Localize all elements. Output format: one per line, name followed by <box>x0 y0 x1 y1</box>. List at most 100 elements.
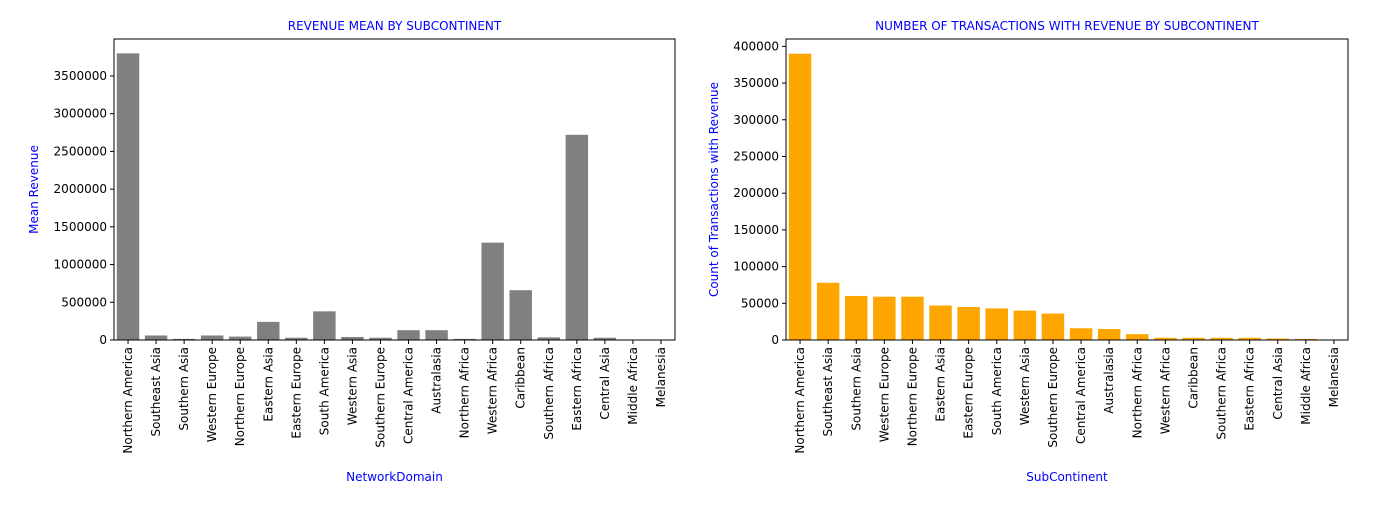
y-tick-label: 500000 <box>61 295 107 309</box>
y-tick-label: 400000 <box>733 39 779 53</box>
x-tick-label: Northern Africa <box>458 347 472 438</box>
x-tick-label: Caribbean <box>1186 347 1200 409</box>
revenue-mean-chart: REVENUE MEAN BY SUBCONTINENT NetworkDoma… <box>27 19 676 484</box>
bar <box>1154 337 1177 340</box>
x-tick-label: Northern America <box>121 347 135 454</box>
x-tick-label: Southern Europe <box>373 347 387 448</box>
bar <box>1069 328 1093 340</box>
x-tick-label: Western Africa <box>1158 347 1172 434</box>
x-tick-label: Central Asia <box>1271 347 1285 420</box>
x-tick-label: Western Europe <box>877 347 891 442</box>
x-tick-label: South America <box>990 347 1004 435</box>
x-tick-label: Western Asia <box>1018 347 1032 425</box>
y-tick-label: 50000 <box>741 296 779 310</box>
y-tick-label: 0 <box>99 333 107 347</box>
bar <box>1126 334 1149 340</box>
bar <box>369 337 392 340</box>
y-tick-label: 150000 <box>733 223 779 237</box>
y-tick-label: 3000000 <box>54 107 107 121</box>
bar <box>957 306 980 340</box>
y-tick-label: 200000 <box>733 186 779 200</box>
x-tick-label: Southern Europe <box>1046 347 1060 448</box>
bar <box>453 338 476 340</box>
plot-frame <box>785 38 1349 341</box>
bar <box>397 330 420 340</box>
x-tick-label: Central Asia <box>598 347 612 420</box>
x-tick-label: Eastern Africa <box>570 347 584 431</box>
x-tick-label: Melanesia <box>654 347 668 407</box>
bar <box>481 242 504 340</box>
bar <box>509 290 532 340</box>
bar <box>788 53 812 341</box>
bar <box>341 336 364 340</box>
x-tick-label: Eastern Africa <box>1243 347 1257 431</box>
x-tick-label: Caribbean <box>514 347 528 409</box>
y-tick-label: 0 <box>771 333 779 347</box>
y-tick-label: 1500000 <box>54 220 107 234</box>
bar <box>537 337 560 340</box>
x-tick-label: Middle Africa <box>626 347 640 425</box>
bar <box>901 296 924 340</box>
bar <box>229 336 252 340</box>
chart-title: REVENUE MEAN BY SUBCONTINENT <box>288 19 502 33</box>
x-tick-label: Northern Europe <box>905 347 919 446</box>
x-tick-label: Southern Asia <box>849 347 863 431</box>
x-tick-label: Western Africa <box>486 347 500 434</box>
plot-area: 0 500000 1000000 1500000 2000000 2500000 30000… <box>54 38 676 454</box>
bar <box>1182 337 1205 340</box>
x-tick-label: South America <box>317 347 331 435</box>
bar <box>593 337 617 340</box>
x-tick-label: Western Europe <box>205 347 219 442</box>
bar <box>1210 337 1233 340</box>
bar <box>285 337 308 340</box>
bar <box>873 296 896 340</box>
x-tick-label: Australasia <box>430 347 444 414</box>
x-tick-label: Australasia <box>1102 347 1116 414</box>
x-tick-label: Southern Africa <box>542 347 556 440</box>
y-tick-label: 350000 <box>733 76 779 90</box>
bar <box>200 335 224 340</box>
x-tick-label: Northern Europe <box>233 347 247 446</box>
chart-title: NUMBER OF TRANSACTIONS WITH REVENUE BY S… <box>875 19 1259 33</box>
bar <box>1266 338 1289 340</box>
bar <box>172 338 196 340</box>
transactions-count-chart-svg: NUMBER OF TRANSACTIONS WITH REVENUE BY S… <box>707 19 1349 484</box>
y-tick-label: 250000 <box>733 149 779 163</box>
x-tick-label: Eastern Asia <box>261 347 275 422</box>
plot-frame <box>113 38 676 341</box>
plot-area: 0 50000 100000 150000 200000 250000 300000 3500… <box>733 38 1349 454</box>
x-tick-label: Eastern Europe <box>962 347 976 439</box>
x-tick-label: Central America <box>1074 347 1088 444</box>
bar <box>565 134 589 340</box>
x-tick-label: Western Asia <box>345 347 359 425</box>
x-axis-label: NetworkDomain <box>346 470 443 484</box>
x-tick-label: Southern Asia <box>177 347 191 431</box>
y-axis-label: Mean Revenue <box>27 145 41 234</box>
x-tick-label: Southern Africa <box>1215 347 1229 440</box>
y-tick-label: 2500000 <box>54 144 107 158</box>
bar <box>1294 338 1318 340</box>
x-tick-label: Eastern Asia <box>934 347 948 422</box>
y-tick-label: 1000000 <box>54 258 107 272</box>
x-tick-label: Central America <box>402 347 416 444</box>
bar <box>257 321 280 340</box>
y-tick-label: 2000000 <box>54 182 107 196</box>
bar <box>1097 328 1121 340</box>
x-tick-label: Southeast Asia <box>821 347 835 437</box>
bar <box>816 282 840 340</box>
x-tick-label: Eastern Europe <box>289 347 303 439</box>
y-tick-label: 300000 <box>733 113 779 127</box>
x-tick-label: Northern Africa <box>1130 347 1144 438</box>
x-tick-label: Melanesia <box>1327 347 1341 407</box>
x-tick-label: Northern America <box>793 347 807 454</box>
bar <box>116 53 140 340</box>
x-axis-label: SubContinent <box>1026 470 1108 484</box>
transactions-count-chart: NUMBER OF TRANSACTIONS WITH REVENUE BY S… <box>690 0 1379 530</box>
bar <box>845 295 868 340</box>
y-tick-label: 3500000 <box>54 69 107 83</box>
bar <box>985 308 1008 340</box>
x-tick-label: Southeast Asia <box>149 347 163 437</box>
bar <box>1238 337 1261 340</box>
y-tick-label: 100000 <box>733 260 779 274</box>
revenue-mean-chart-svg: REVENUE MEAN BY SUBCONTINENT NetworkDoma… <box>27 19 676 484</box>
